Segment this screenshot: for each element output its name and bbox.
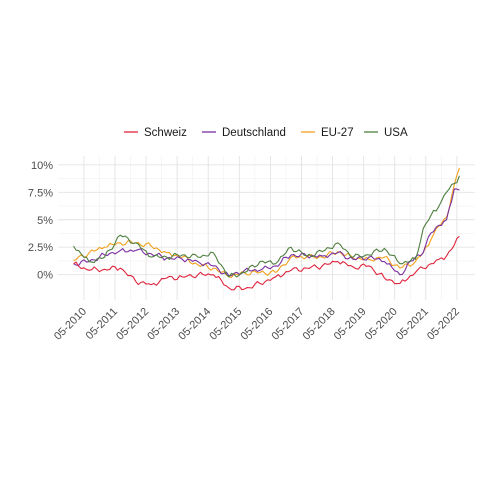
chart-gridlines	[58, 156, 475, 300]
series-line-usa	[73, 175, 460, 278]
x-tick-label: 05-2015	[207, 306, 244, 343]
series-line-eu-27	[73, 167, 460, 279]
y-tick-label: 5%	[37, 215, 53, 227]
chart-series	[73, 167, 460, 291]
chart-legend: Schweiz Deutschland EU-27 USA	[124, 127, 408, 139]
legend-label-deutschland: Deutschland	[222, 127, 286, 139]
x-tick-label: 05-2018	[301, 306, 338, 343]
x-tick-label: 05-2016	[238, 306, 275, 343]
x-tick-label: 05-2012	[114, 306, 151, 343]
x-tick-label: 05-2013	[145, 306, 182, 343]
legend-label-schweiz: Schweiz	[144, 127, 187, 139]
x-tick-label: 05-2017	[270, 306, 307, 343]
x-tick-label: 05-2020	[363, 306, 400, 343]
series-line-deutschland	[73, 188, 460, 277]
legend-label-eu-27: EU-27	[321, 127, 354, 139]
y-tick-label: 7.5%	[28, 187, 53, 199]
y-tick-label: 2.5%	[28, 242, 53, 254]
y-axis: 0% 2.5% 5% 7.5% 10%	[28, 160, 53, 282]
x-tick-label: 05-2019	[332, 306, 369, 343]
y-tick-label: 10%	[31, 160, 53, 172]
legend-label-usa: USA	[384, 127, 408, 139]
x-tick-label: 05-2011	[84, 306, 120, 342]
x-tick-label: 05-2014	[176, 306, 213, 343]
x-tick-label: 05-2010	[52, 306, 89, 343]
y-tick-label: 0%	[37, 270, 53, 282]
x-tick-label: 05-2021	[394, 306, 431, 343]
x-axis: 05-201005-201105-201205-201305-201405-20…	[52, 306, 462, 343]
x-tick-label: 05-2022	[425, 306, 462, 343]
series-line-schweiz	[73, 235, 460, 291]
